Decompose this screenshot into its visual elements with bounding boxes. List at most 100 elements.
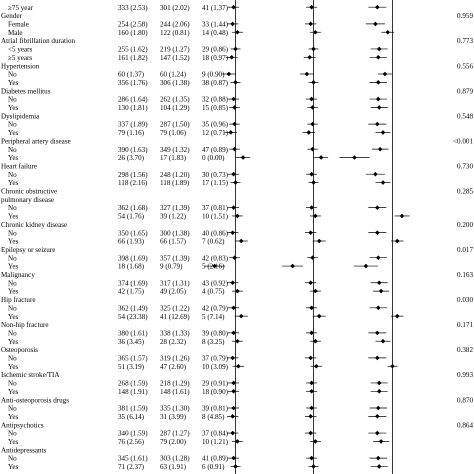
count-cell-2: 301 (2.02) [160,4,190,12]
count-cell-1: 298 (1.56) [118,171,148,179]
count-cell-2: 338 (1.33) [160,329,190,337]
point-estimate [233,80,238,85]
count-cell-1: 54 (1.76) [118,213,145,221]
subgroup-label: pulmonary disease [1,196,54,204]
level-label: No [8,171,17,179]
point-estimate [375,96,381,102]
level-label: No [8,96,17,104]
point-estimate [376,280,382,286]
count-cell-3: 12 (0.71) [202,129,229,137]
count-cell-3: 9 (0.90) [202,71,225,79]
level-label: No [8,304,17,312]
point-estimate [230,21,235,27]
count-cell-2: 47 (2.60) [160,363,187,371]
point-estimate [316,313,322,319]
point-estimate [375,4,380,10]
point-estimate [233,46,238,52]
count-cell-2: 287 (1.50) [160,121,190,129]
point-estimate [375,55,381,60]
point-estimate [380,338,386,344]
point-estimate [376,389,382,394]
count-cell-2: 60 (1.24) [160,71,187,79]
level-label: Yes [8,179,19,187]
count-cell-1: 337 (1.89) [118,121,148,129]
point-estimate [313,288,318,294]
count-cell-1: 390 (1.63) [118,146,148,154]
point-estimate [394,238,400,244]
point-estimate [376,105,382,110]
p-interaction: 0.200 [457,221,473,229]
point-estimate [314,363,319,369]
point-estimate [231,380,236,386]
subgroup-label: Ischemic stroke/TIA [1,371,60,379]
count-cell-2: 49 (2.05) [160,288,187,296]
point-estimate [316,238,322,244]
count-cell-2: 9 (0.79) [160,263,183,271]
point-estimate [235,338,240,344]
point-estimate [231,96,236,102]
point-estimate [308,355,313,361]
level-label: Yes [8,413,19,421]
count-cell-2: 41 (12.69) [160,313,190,321]
count-cell-3: 32 (0.88) [202,96,229,104]
p-interaction: 0.879 [457,87,473,95]
subgroup-label: Hip fracture [1,296,35,304]
p-interaction: 0.171 [457,321,473,329]
point-estimate [375,414,380,419]
point-estimate [309,405,314,411]
count-cell-1: 36 (3.45) [118,338,145,346]
count-cell-3: 29 (0.86) [202,46,229,54]
count-cell-1: 380 (1.61) [118,329,148,337]
level-label: No [8,121,17,129]
count-cell-1: 398 (1.69) [118,254,148,262]
count-cell-3: 0 (0.00) [202,154,225,162]
count-cell-1: 160 (1.80) [118,29,148,37]
point-estimate [307,55,312,60]
point-estimate [232,105,237,110]
point-estimate [212,263,217,269]
p-interaction: <0.001 [453,137,473,145]
count-cell-3: 15 (0.85) [202,104,229,112]
count-cell-2: 300 (1.38) [160,229,190,237]
count-cell-2: 79 (2.00) [160,438,187,446]
count-cell-1: 333 (2.53) [118,4,148,12]
point-estimate [311,46,316,52]
point-estimate [376,464,382,469]
count-cell-1: 79 (1.16) [118,129,145,137]
point-estimate [309,389,314,394]
point-estimate [232,255,237,260]
count-cell-2: 335 (1.30) [160,405,190,413]
subgroup-label: Atrial fibrillation duration [1,37,76,45]
count-cell-1: 381 (1.59) [118,405,148,413]
point-estimate [308,430,313,436]
point-estimate [378,439,384,444]
count-cell-3: 38 (0.87) [202,79,229,87]
point-estimate [363,263,369,269]
count-cell-1: 365 (1.57) [118,355,148,363]
count-cell-1: 35 (6.14) [118,413,145,421]
count-cell-2: 147 (1.52) [160,54,190,62]
subgroup-label: Peripheral artery disease [1,137,71,145]
level-label: No [8,229,17,237]
point-estimate [309,4,314,10]
point-estimate [308,280,313,286]
p-interaction: 0.773 [457,37,473,45]
subgroup-label: Anti-osteoporosis drugs [1,396,69,404]
p-interaction: 0.382 [457,346,473,354]
level-label: No [8,329,17,337]
p-interaction: 0.556 [457,62,473,70]
count-cell-2: 17 (1.83) [160,154,187,162]
count-cell-2: 327 (1.39) [160,204,190,212]
count-cell-1: 255 (1.62) [118,46,148,54]
count-cell-2: 349 (1.32) [160,146,190,154]
p-interaction: 0.030 [457,296,473,304]
count-cell-2: 104 (1.29) [160,104,190,112]
count-cell-1: 161 (1.82) [118,54,148,62]
point-estimate [378,288,384,294]
point-estimate [376,380,382,386]
subgroup-label: Gender [1,12,23,20]
point-estimate [382,71,388,77]
point-estimate [309,96,314,102]
count-cell-2: 317 (1.31) [160,279,190,287]
point-estimate [235,29,240,35]
